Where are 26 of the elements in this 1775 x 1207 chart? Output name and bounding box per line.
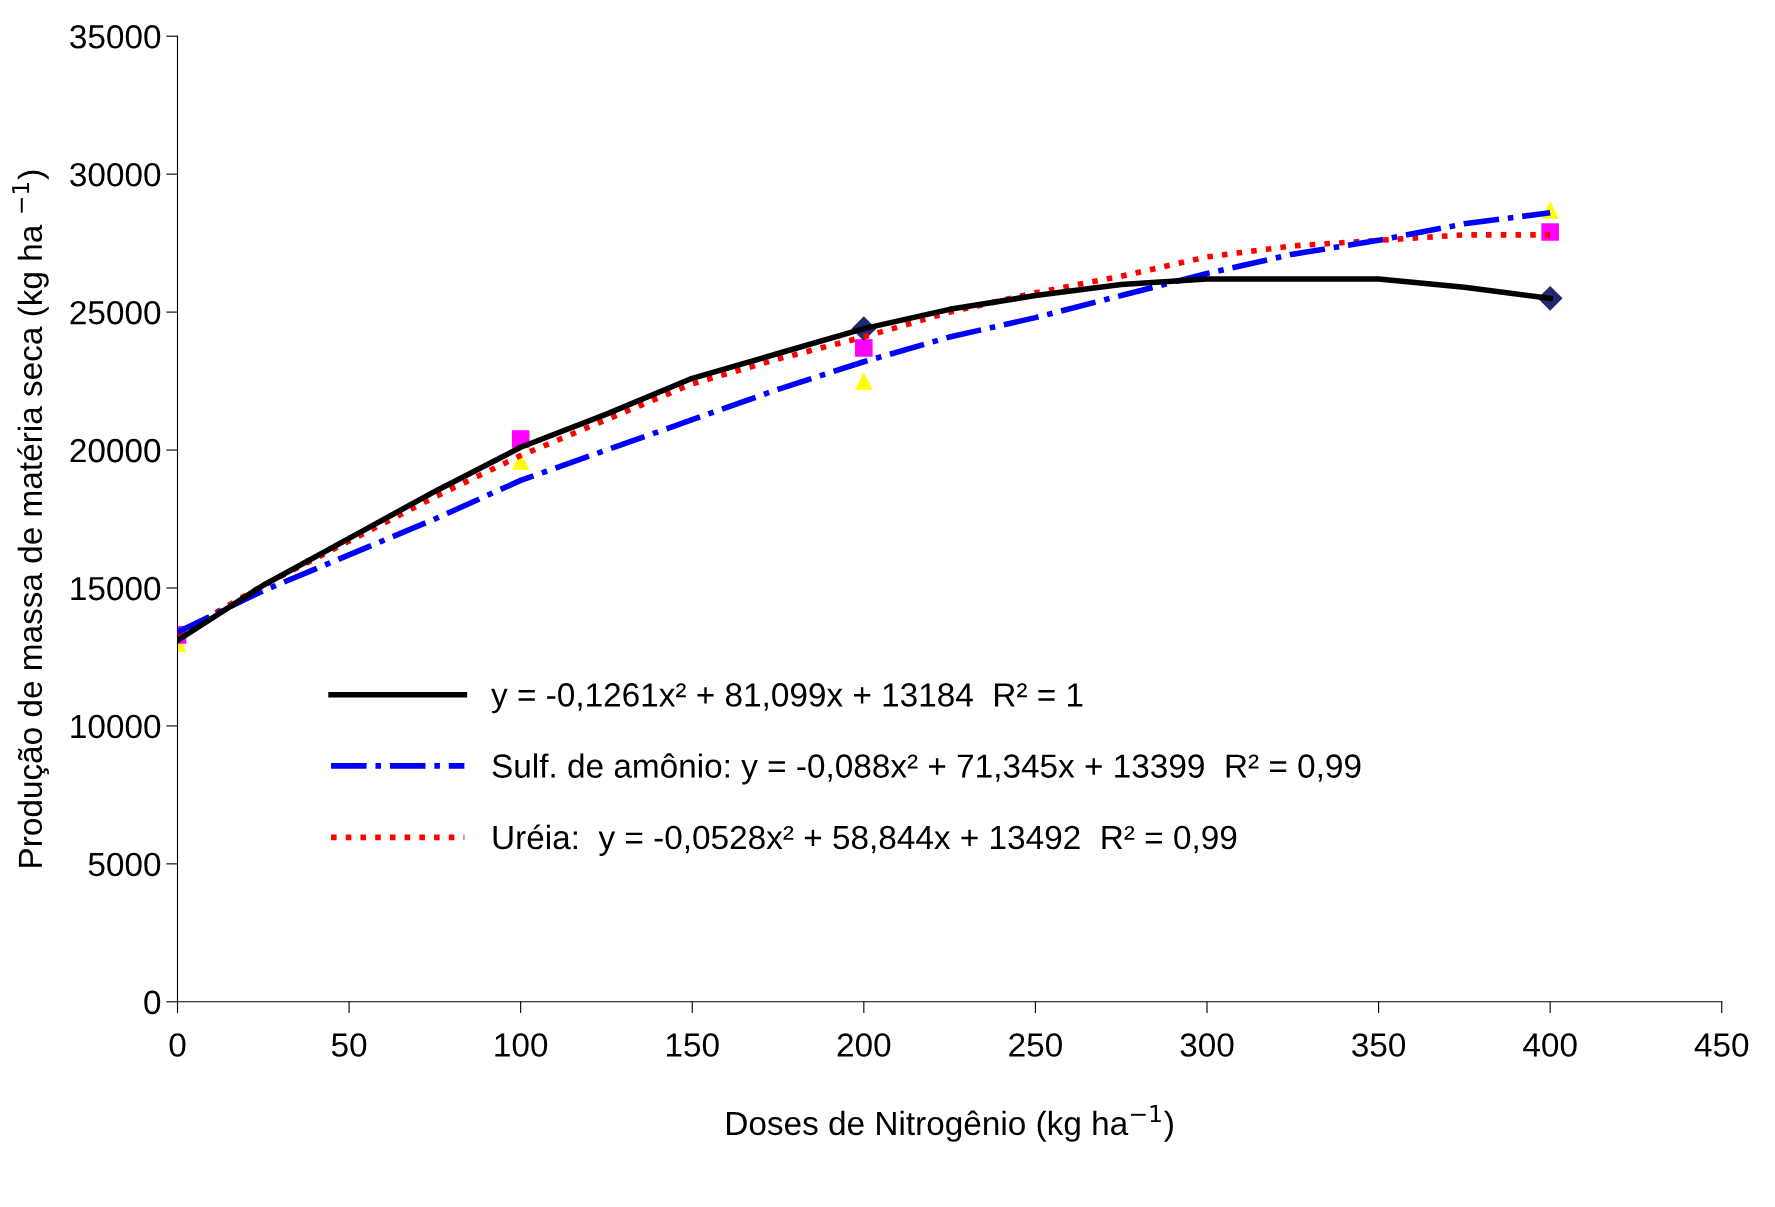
x-tick-label: 150 (666, 1033, 719, 1057)
y-tick-label: 0 (144, 990, 161, 1015)
x-tick-label: 0 (169, 1033, 186, 1057)
legend-label: Sulf. de amônio: y = -0,088x² + 71,345x + 13399 R² = 0,99 (492, 753, 1361, 785)
y-axis-title: Produção de massa de matéria seca (kg ha $^{−1}$) (12, 170, 49, 867)
x-tick-label: 400 (1523, 1033, 1577, 1057)
point (1541, 223, 1559, 241)
y-tick-label: 15000 (71, 576, 161, 601)
x-tick-label: 100 (495, 1033, 548, 1057)
y-tick-label: 30000 (70, 162, 161, 187)
x-tick-label: 250 (1009, 1033, 1062, 1057)
x-tick-label: 50 (331, 1033, 367, 1057)
x-tick-label: 300 (1180, 1033, 1234, 1057)
legend-label: Uréia: y = -0,0528x² + 58,844x + 13492 R² = 0,99 (493, 824, 1237, 856)
x-tick-label: 200 (837, 1033, 891, 1057)
y-tick-label: 25000 (70, 300, 161, 325)
point (855, 339, 873, 357)
x-tick-label: 450 (1694, 1033, 1749, 1057)
point (855, 372, 873, 390)
legend-label: y = -0,1261x² + 81,099x + 13184 R² = 1 (491, 683, 1083, 714)
y-tick-label: 5000 (88, 852, 161, 877)
x-axis-title: Doses de Nitrogênio (kg ha$^{−1}$) (727, 1105, 1173, 1142)
y-tick-label: 10000 (71, 714, 161, 739)
y-tick-label: 35000 (70, 25, 161, 49)
x-tick-label: 350 (1352, 1033, 1406, 1057)
y-tick-label: 20000 (70, 438, 161, 463)
